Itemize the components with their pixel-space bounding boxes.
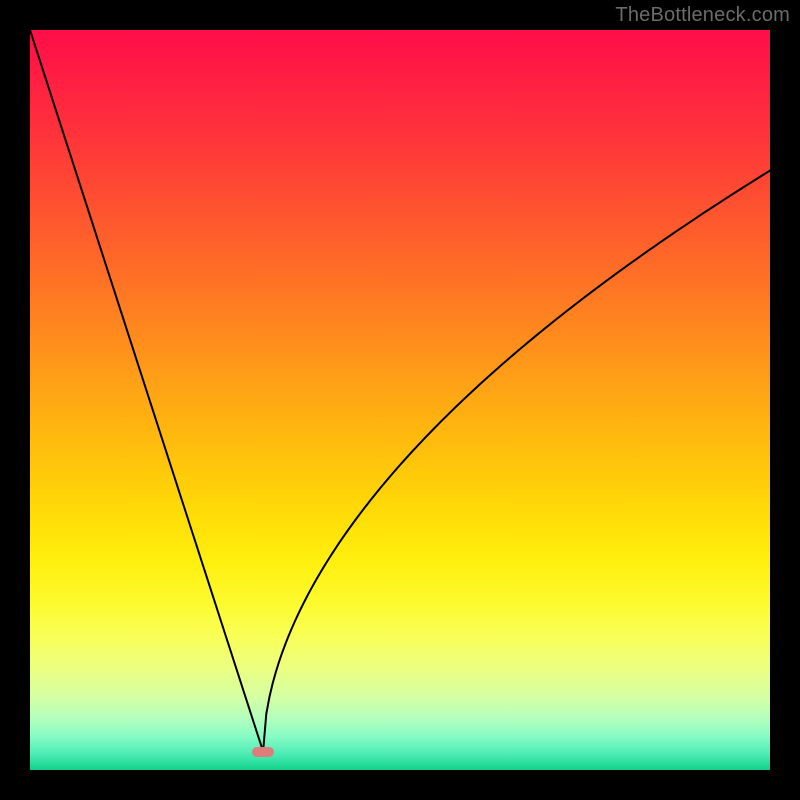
chart-svg (30, 30, 770, 770)
watermark-text: TheBottleneck.com (615, 4, 790, 27)
cusp-marker (252, 747, 274, 757)
gradient-background (30, 30, 770, 770)
chart-plot-area (30, 30, 770, 770)
chart-outer-frame (0, 0, 800, 800)
